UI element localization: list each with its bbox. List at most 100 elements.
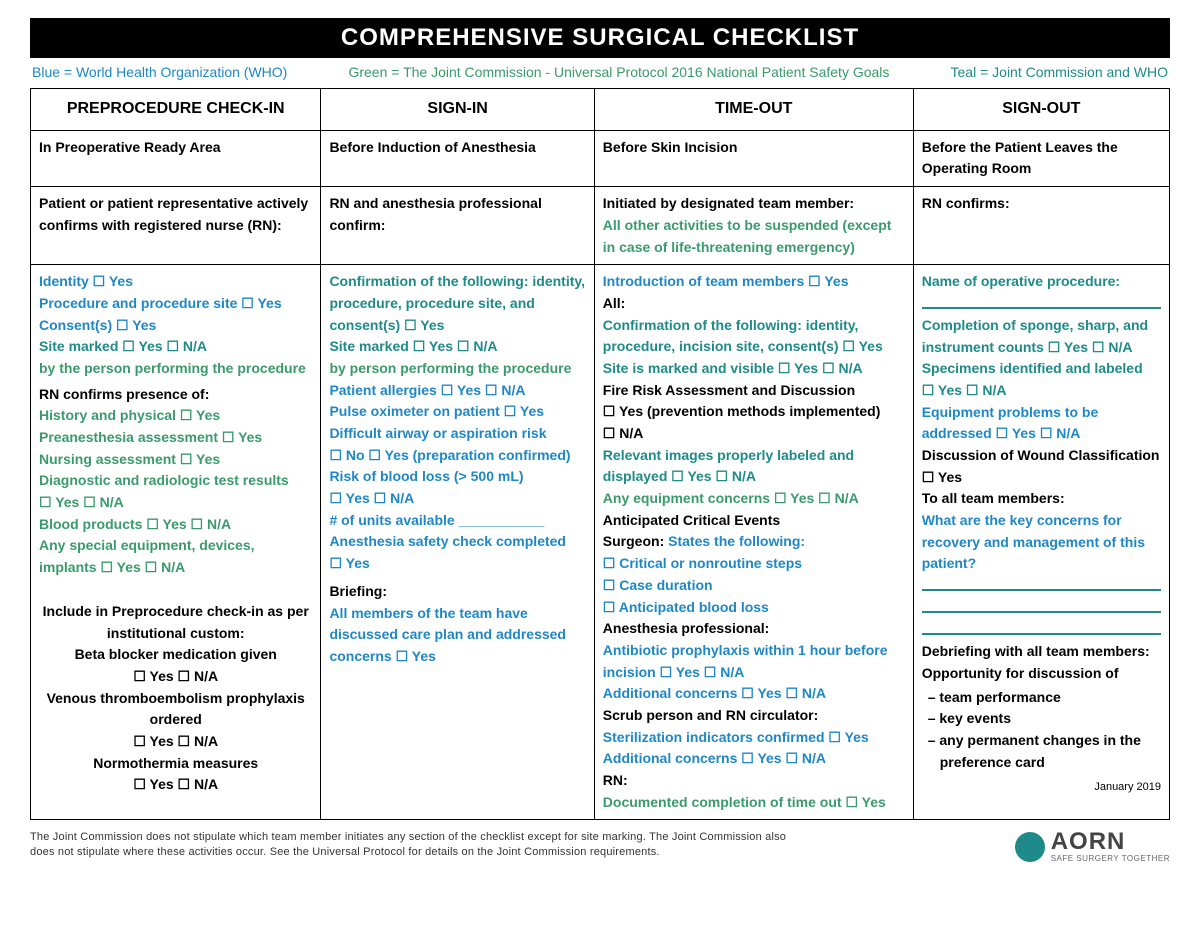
legend-green: Green = The Joint Commission - Universal… (348, 64, 889, 80)
c3-surgeon-states: States the following: (668, 533, 805, 549)
c4-equip-problems: Equipment problems to be addressed ☐ Yes… (922, 402, 1161, 445)
c3-an1: Antibiotic prophylaxis within 1 hour bef… (603, 640, 905, 683)
c1-nursing: Nursing assessment ☐ Yes (39, 449, 312, 471)
col2-when: Before Induction of Anesthesia (321, 130, 594, 186)
c3-site-visible: Site is marked and visible ☐ Yes ☐ N/A (603, 358, 905, 380)
c1-by-person: by the person performing the procedure (39, 358, 312, 380)
col2-who: RN and anesthesia professional confirm: (321, 187, 594, 265)
c1-procedure: Procedure and procedure site ☐ Yes (39, 293, 312, 315)
c4-date: January 2019 (922, 773, 1161, 796)
c1-inst2b: ☐ Yes ☐ N/A (39, 731, 312, 753)
col3-who: Initiated by designated team member: All… (594, 187, 913, 265)
legend-blue: Blue = World Health Organization (WHO) (32, 64, 287, 80)
c4-specimens: Specimens identified and labeled (922, 358, 1161, 380)
c4-d2: key events (940, 708, 1161, 730)
c4-line3 (922, 597, 1161, 613)
c1-inst-header: Include in Preprocedure check-in as per … (39, 601, 312, 644)
c1-identity: Identity ☐ Yes (39, 271, 312, 293)
c4-counts: Completion of sponge, sharp, and instrum… (922, 315, 1161, 358)
col3-body: Introduction of team members ☐ Yes All: … (594, 265, 913, 820)
c3-rn1: Documented completion of time out ☐ Yes (603, 792, 905, 814)
legend-row: Blue = World Health Organization (WHO) G… (30, 58, 1170, 88)
c3-fire-risk-header: Fire Risk Assessment and Discussion (603, 380, 905, 402)
c4-to-all: To all team members: (922, 488, 1161, 510)
c3-sc1: Sterilization indicators confirmed ☐ Yes (603, 727, 905, 749)
c3-sc2: Additional concerns ☐ Yes ☐ N/A (603, 748, 905, 770)
col3-who-note: All other activities to be suspended (ex… (603, 217, 892, 255)
c1-consent: Consent(s) ☐ Yes (39, 315, 312, 337)
c2-allergies: Patient allergies ☐ Yes ☐ N/A (329, 380, 585, 402)
c1-inst1b: ☐ Yes ☐ N/A (39, 666, 312, 688)
col3-header: TIME-OUT (594, 89, 913, 131)
c4-wound-header: Discussion of Wound Classification (922, 445, 1161, 467)
col1-when: In Preoperative Ready Area (31, 130, 321, 186)
c2-blood-loss-box: ☐ Yes ☐ N/A (329, 488, 585, 510)
aorn-logo-tag: SAFE SURGERY TOGETHER (1051, 854, 1170, 863)
c3-fire-na: ☐ N/A (603, 423, 905, 445)
c1-inst2: Venous thromboembolism prophylaxis order… (39, 688, 312, 731)
c3-anticipated-header: Anticipated Critical Events (603, 510, 905, 532)
c3-sur2: ☐ Case duration (603, 575, 905, 597)
c3-confirm: Confirmation of the following: identity,… (603, 315, 905, 358)
legend-teal: Teal = Joint Commission and WHO (951, 64, 1168, 80)
c4-debrief-header: Debriefing with all team members: (922, 641, 1161, 663)
aorn-logo-text: AORN (1051, 830, 1170, 854)
c2-anesthesia-check: Anesthesia safety check completed (329, 531, 585, 553)
c3-images: Relevant images properly labeled and dis… (603, 445, 905, 488)
c4-d3: any permanent changes in the preference … (940, 730, 1161, 773)
c1-site-marked: Site marked ☐ Yes ☐ N/A (39, 336, 312, 358)
col1-body: Identity ☐ Yes Procedure and procedure s… (31, 265, 321, 820)
c3-rn-header: RN: (603, 770, 905, 792)
c3-equipment: Any equipment concerns ☐ Yes ☐ N/A (603, 488, 905, 510)
footnote: The Joint Commission does not stipulate … (30, 830, 810, 860)
c3-scrub-header: Scrub person and RN circulator: (603, 705, 905, 727)
col2-header: SIGN-IN (321, 89, 594, 131)
col3-when: Before Skin Incision (594, 130, 913, 186)
c1-preanesthesia: Preanesthesia assessment ☐ Yes (39, 427, 312, 449)
c2-briefing-header: Briefing: (329, 581, 585, 603)
aorn-logo: AORN SAFE SURGERY TOGETHER (1015, 830, 1170, 863)
c1-special-equip: Any special equipment, devices, implants… (39, 535, 312, 578)
c4-opportunity: Opportunity for discussion of (922, 663, 1161, 685)
c3-surgeon-label: Surgeon: (603, 533, 664, 549)
c2-airway: Difficult airway or aspiration risk (329, 423, 585, 445)
c2-confirm: Confirmation of the following: identity,… (329, 271, 585, 336)
c2-by-person: by person performing the procedure (329, 358, 585, 380)
c1-inst3: Normothermia measures (39, 753, 312, 775)
checklist-table: PREPROCEDURE CHECK-IN SIGN-IN TIME-OUT S… (30, 88, 1170, 820)
c3-an2: Additional concerns ☐ Yes ☐ N/A (603, 683, 905, 705)
c4-wound-box: ☐ Yes (922, 467, 1161, 489)
c3-sur3: ☐ Anticipated blood loss (603, 597, 905, 619)
c4-debrief-list: team performance key events any permanen… (922, 687, 1161, 774)
col4-when: Before the Patient Leaves the Operating … (913, 130, 1169, 186)
c3-fire-yes: ☐ Yes (prevention methods implemented) (603, 401, 905, 423)
c1-inst3b: ☐ Yes ☐ N/A (39, 774, 312, 796)
c1-diagnostic-box: ☐ Yes ☐ N/A (39, 492, 312, 514)
col3-who-text: Initiated by designated team member: (603, 195, 854, 211)
c2-pulse-ox: Pulse oximeter on patient ☐ Yes (329, 401, 585, 423)
col1-who: Patient or patient representative active… (31, 187, 321, 265)
c4-specimens-box: ☐ Yes ☐ N/A (922, 380, 1161, 402)
col4-who: RN confirms: (913, 187, 1169, 265)
c2-airway-box: ☐ No ☐ Yes (preparation confirmed) (329, 445, 585, 467)
c3-surgeon-line: Surgeon: States the following: (603, 531, 905, 553)
c1-history: History and physical ☐ Yes (39, 405, 312, 427)
c3-sur1: ☐ Critical or nonroutine steps (603, 553, 905, 575)
c1-diagnostic: Diagnostic and radiologic test results (39, 470, 312, 492)
col4-header: SIGN-OUT (913, 89, 1169, 131)
col1-header: PREPROCEDURE CHECK-IN (31, 89, 321, 131)
c2-site-marked: Site marked ☐ Yes ☐ N/A (329, 336, 585, 358)
c4-key-concerns: What are the key concerns for recovery a… (922, 510, 1161, 575)
c2-units: # of units available ___________ (329, 510, 585, 532)
c1-inst1: Beta blocker medication given (39, 644, 312, 666)
col4-body: Name of operative procedure: Completion … (913, 265, 1169, 820)
col2-body: Confirmation of the following: identity,… (321, 265, 594, 820)
c4-line1 (922, 293, 1161, 309)
c4-d1: team performance (940, 687, 1161, 709)
c4-line2 (922, 575, 1161, 591)
page-title: COMPREHENSIVE SURGICAL CHECKLIST (30, 18, 1170, 58)
c4-proc-name: Name of operative procedure: (922, 271, 1161, 293)
c2-blood-loss: Risk of blood loss (> 500 mL) (329, 466, 585, 488)
aorn-logo-icon (1015, 832, 1045, 862)
c3-intro-team: Introduction of team members ☐ Yes (603, 271, 905, 293)
